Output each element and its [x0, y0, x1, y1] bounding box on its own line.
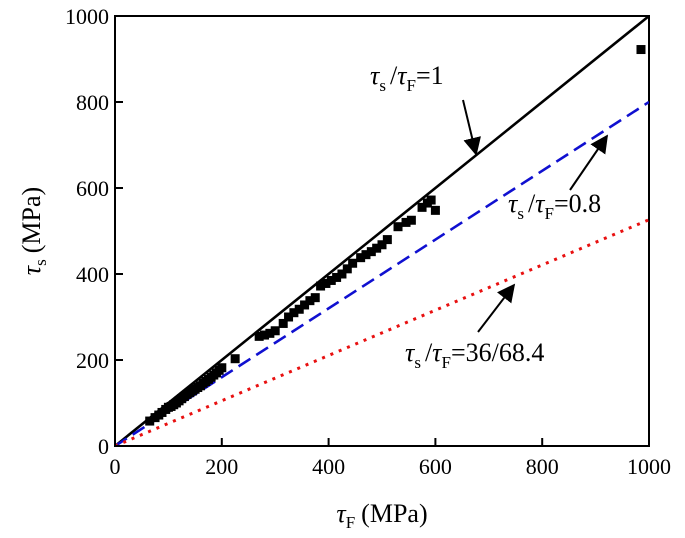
data-point: [326, 275, 336, 285]
data-point: [300, 300, 310, 310]
data-point: [382, 235, 392, 245]
anno-3-den-sub: F: [441, 353, 450, 372]
data-point: [265, 328, 275, 338]
data-point: [361, 250, 371, 260]
data-point: [310, 293, 320, 303]
data-point: [316, 281, 326, 291]
x-tick-label: 1000: [627, 454, 671, 479]
anno-2-den: τ: [535, 189, 546, 218]
anno-3-den: τ: [432, 338, 443, 367]
y-tick-label: 0: [98, 434, 109, 459]
anno-1-num-sub: s: [379, 76, 386, 95]
data-point: [332, 272, 342, 282]
data-point: [321, 278, 331, 288]
anno-2-arrow: [569, 134, 609, 191]
y-tick-label: 1000: [65, 4, 109, 29]
x-axis-subscript: F: [346, 513, 355, 532]
data-point: [305, 296, 315, 306]
x-tick-label: 200: [205, 454, 238, 479]
y-tick-label: 400: [76, 262, 109, 287]
reference-line-1: [115, 16, 649, 446]
x-axis-label: τF (MPa): [336, 499, 427, 532]
anno-2-num: τ: [508, 189, 519, 218]
svg-text:τs/τF=0.8: τs/τF=0.8: [508, 189, 601, 223]
anno-3-arrow: [477, 283, 516, 333]
x-tick-label: 800: [526, 454, 559, 479]
data-point: [426, 195, 436, 205]
data-point: [417, 202, 427, 212]
reference-line-3: [115, 218, 649, 446]
svg-text:τs/τF=1: τs/τF=1: [370, 61, 444, 95]
x-tick-label: 0: [110, 454, 121, 479]
x-axis-ticks: 0 200 400 600 800 1000: [110, 438, 671, 479]
data-point: [294, 304, 304, 314]
y-tick-label: 800: [76, 90, 109, 115]
data-point: [406, 215, 416, 225]
annotation-ratio-1: τs/τF=1: [370, 61, 481, 156]
data-point: [377, 240, 387, 250]
data-point: [284, 312, 294, 322]
x-tick-label: 600: [419, 454, 452, 479]
data-point: [278, 318, 288, 328]
plot-frame: [114, 15, 650, 447]
data-point: [636, 45, 646, 55]
data-point: [356, 253, 366, 263]
anno-1-value: =1: [416, 61, 444, 90]
data-point: [430, 205, 440, 215]
anno-3-num: τ: [405, 338, 416, 367]
data-point: [289, 308, 299, 318]
x-axis-symbol: τ: [336, 499, 347, 528]
anno-1-arrow: [462, 99, 481, 156]
data-point: [401, 217, 411, 227]
x-tick-label: 400: [312, 454, 345, 479]
y-axis-ticks: 0 200 400 600 800 1000: [65, 4, 123, 459]
y-axis-symbol: τ: [17, 264, 46, 275]
data-point: [254, 331, 264, 341]
data-point: [270, 326, 280, 336]
anno-3-num-sub: s: [414, 353, 421, 372]
anno-2-num-sub: s: [517, 204, 524, 223]
y-axis-label: τs (MPa): [17, 187, 50, 275]
data-point: [260, 330, 270, 340]
annotation-ratio-36-68-4: τs/τF=36/68.4: [405, 283, 544, 372]
data-point: [372, 243, 382, 253]
anno-2-value: =0.8: [554, 189, 601, 218]
y-axis-subscript: s: [31, 259, 50, 266]
anno-3-value: =36/68.4: [451, 338, 544, 367]
y-tick-label: 200: [76, 348, 109, 373]
data-points: [145, 45, 646, 426]
anno-1-den: τ: [397, 61, 408, 90]
data-point: [145, 416, 155, 426]
data-point: [337, 269, 347, 279]
annotation-ratio-0-8: τs/τF=0.8: [508, 134, 609, 223]
x-axis-unit: (MPa): [361, 499, 427, 528]
data-point: [342, 264, 352, 274]
data-point: [230, 354, 240, 364]
anno-2-den-sub: F: [544, 204, 553, 223]
anno-1-num: τ: [370, 61, 381, 90]
data-point: [393, 222, 403, 232]
data-point: [217, 363, 227, 373]
y-axis-unit: (MPa): [17, 187, 46, 253]
svg-text:τs/τF=36/68.4: τs/τF=36/68.4: [405, 338, 544, 372]
anno-1-den-sub: F: [406, 76, 415, 95]
data-point: [348, 258, 358, 268]
y-tick-label: 600: [76, 176, 109, 201]
data-point: [366, 247, 376, 257]
